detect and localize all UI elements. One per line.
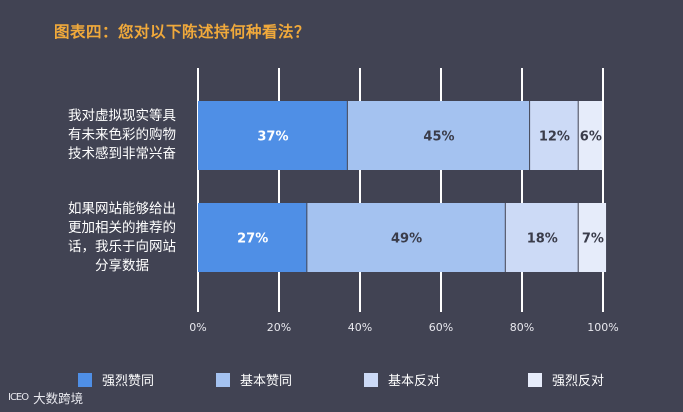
- x-tick-label: 100%: [587, 321, 618, 334]
- legend-label: 基本赞同: [240, 374, 293, 389]
- legend-item: 基本赞同: [216, 370, 292, 389]
- legend: 强烈赞同 基本赞同 基本反对 强烈反对: [0, 370, 683, 390]
- bar-data-label: 6%: [580, 130, 602, 145]
- bar-segment: [530, 101, 578, 170]
- category-label-line: 话，我乐于向网站: [68, 238, 176, 255]
- x-tick-label: 80%: [510, 321, 534, 334]
- legend-swatch: [216, 372, 230, 387]
- category-label-line: 有未来色彩的购物: [68, 127, 176, 143]
- bar-segment: [347, 101, 530, 170]
- bar-data-label: 49%: [391, 232, 422, 247]
- category-label-line: 如果网站能够给出: [68, 200, 176, 217]
- bar-segment: [198, 101, 347, 170]
- bar-group: 37% 45% 12% 6% 27% 49% 18% 7%: [198, 101, 607, 272]
- bar-data-label: 12%: [539, 130, 570, 145]
- x-axis-ticks: 0% 20% 40% 60% 80% 100%: [189, 321, 618, 334]
- legend-item: 强烈反对: [528, 370, 604, 389]
- legend-item: 基本反对: [364, 370, 440, 389]
- legend-label: 强烈赞同: [102, 374, 155, 389]
- legend-label: 基本反对: [388, 374, 441, 389]
- bar-data-label: 45%: [423, 130, 454, 145]
- legend-swatch: [78, 372, 92, 387]
- x-tick-label: 0%: [189, 321, 206, 334]
- bar-data-label: 27%: [237, 232, 268, 247]
- category-label-line: 分享数据: [95, 257, 149, 274]
- watermark: ICEO 大数跨境: [8, 388, 83, 407]
- bar-segment: [505, 203, 578, 272]
- legend-label: 强烈反对: [552, 374, 605, 389]
- bar-data-label: 7%: [582, 232, 604, 247]
- legend-item: 强烈赞同: [78, 370, 154, 389]
- bar-data-label: 37%: [257, 130, 288, 145]
- bar-segment: [578, 203, 607, 272]
- category-label-line: 技术感到非常兴奋: [68, 146, 176, 162]
- chart-title: 图表四：您对以下陈述持何种看法？: [54, 23, 311, 41]
- bar-segment: [578, 101, 602, 170]
- legend-swatch: [364, 372, 378, 387]
- watermark-text: 大数跨境: [33, 391, 84, 406]
- x-tick-label: 60%: [429, 321, 453, 334]
- bar-data-label: 18%: [527, 232, 558, 247]
- category-label-line: 我对虚拟现实等具: [68, 108, 176, 124]
- legend-swatch: [528, 372, 542, 387]
- category-label: 我对虚拟现实等具 有未来色彩的购物 技术感到非常兴奋: [52, 107, 192, 164]
- category-label: 如果网站能够给出 更加相关的推荐的 话，我乐于向网站 分享数据: [52, 200, 192, 276]
- x-tick-label: 40%: [348, 321, 372, 334]
- watermark-logo: ICEO: [8, 392, 29, 403]
- bar-segment: [198, 203, 307, 272]
- category-label-line: 更加相关的推荐的: [68, 219, 176, 236]
- x-tick-label: 20%: [267, 321, 291, 334]
- bar-segment: [307, 203, 505, 272]
